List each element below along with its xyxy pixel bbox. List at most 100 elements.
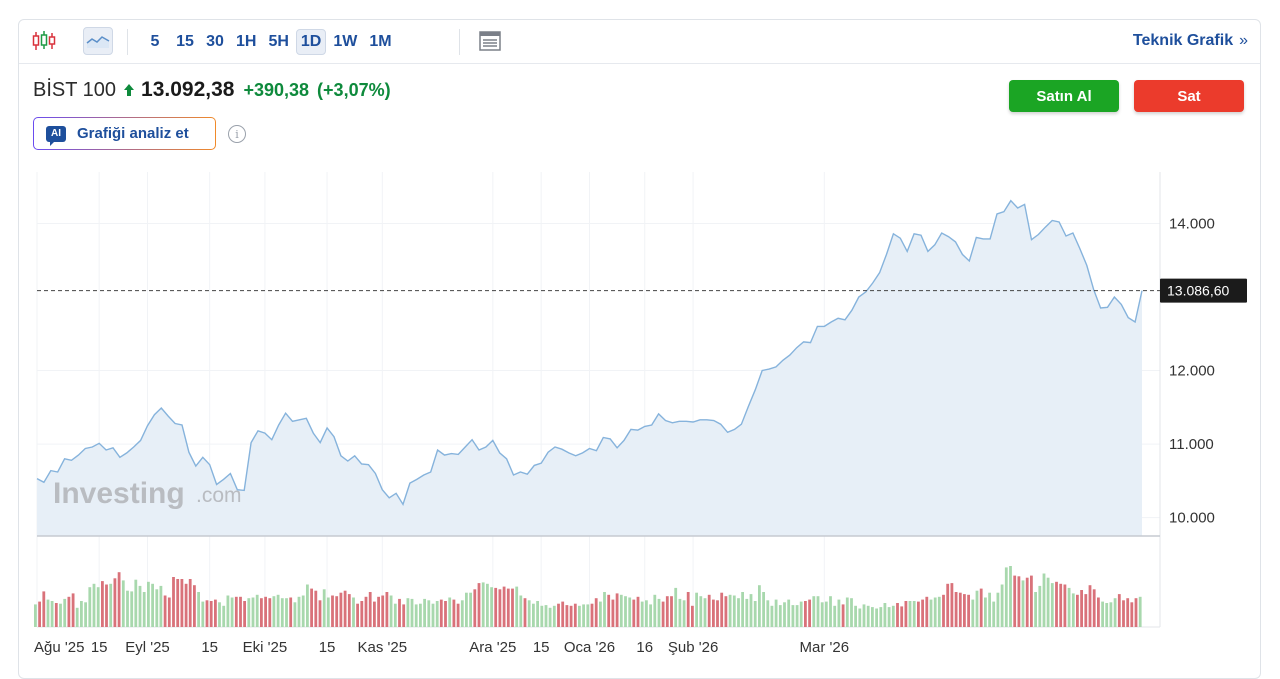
volume-bar <box>875 608 878 627</box>
layout-icon[interactable] <box>475 27 505 55</box>
x-tick-label: 16 <box>636 639 653 656</box>
x-tick-label: Kas '25 <box>358 639 408 656</box>
volume-bar <box>38 601 41 627</box>
volume-bar <box>900 606 904 627</box>
volume-bar <box>172 577 175 627</box>
volume-bar <box>184 583 188 627</box>
volume-bar <box>465 592 468 627</box>
volume-bar <box>498 589 502 627</box>
volume-bar <box>523 598 527 627</box>
volume-bar <box>381 595 385 627</box>
buy-button[interactable]: Satın Al <box>1009 80 1119 112</box>
price-line <box>36 199 1143 507</box>
volume-bar <box>1063 584 1067 627</box>
volume-bar <box>887 607 891 627</box>
interval-1m[interactable]: 1M <box>369 33 392 50</box>
volume-bar <box>724 596 728 627</box>
x-tick-label: Mar '26 <box>800 639 850 656</box>
volume-bar <box>75 607 79 627</box>
volume-bar <box>946 583 950 627</box>
area-chart-icon[interactable] <box>83 27 113 55</box>
volume-bar <box>222 605 226 627</box>
volume-bar <box>1017 576 1021 627</box>
interval-5[interactable]: 5 <box>150 33 160 50</box>
volume-bar <box>833 605 837 627</box>
volume-bar <box>1088 585 1092 627</box>
volume-bar <box>665 596 669 627</box>
volume-bar <box>511 588 514 627</box>
volume-bar <box>364 596 368 627</box>
interval-1h[interactable]: 1H <box>236 33 257 50</box>
candlestick-icon[interactable] <box>29 27 59 55</box>
volume-bar <box>260 598 263 627</box>
volume-bar <box>138 585 142 627</box>
volume-bar <box>1009 566 1012 627</box>
x-tick-label: 15 <box>201 639 218 656</box>
ai-analyze-button[interactable]: AI Grafiği analiz et <box>33 117 216 150</box>
volume-bar <box>599 601 602 627</box>
volume-bar <box>268 598 272 627</box>
volume-bar <box>682 600 686 627</box>
sell-button[interactable]: Sat <box>1134 80 1244 112</box>
volume-bar <box>502 586 506 627</box>
volume-bar <box>548 607 552 627</box>
volume-bar <box>925 596 929 627</box>
interval-15[interactable]: 15 <box>176 33 194 50</box>
volume-bar <box>456 603 460 627</box>
volume-bar <box>912 601 916 627</box>
volume-bar <box>640 601 644 627</box>
volume-bar <box>741 592 744 627</box>
interval-1w[interactable]: 1W <box>333 33 358 50</box>
volume-bar <box>950 583 954 627</box>
volume-bar <box>783 602 786 627</box>
volume-bar <box>347 594 351 627</box>
interval-5h[interactable]: 5H <box>268 33 289 50</box>
y-tick-label: 12.000 <box>1169 363 1215 380</box>
volume-bar <box>1055 581 1058 627</box>
volume-bar <box>209 601 213 627</box>
volume-bar <box>762 592 765 627</box>
volume-bar <box>619 594 623 627</box>
volume-bar <box>607 594 611 627</box>
volume-bar <box>460 600 464 627</box>
volume-bar <box>439 599 443 627</box>
volume-bar <box>628 597 632 627</box>
volume-bar <box>1034 592 1037 627</box>
volume-bar <box>419 603 422 627</box>
volume-bar <box>1013 575 1017 627</box>
volume-bar <box>933 597 937 627</box>
volume-bar <box>565 605 569 627</box>
volume-bar <box>686 592 690 627</box>
volume-bar <box>398 598 401 627</box>
volume-bar <box>402 604 406 627</box>
arrow-up-icon <box>123 83 135 97</box>
volume-bar <box>586 604 590 627</box>
price-chart: Investing .com 10.000 11.000 12.000 14.000 13.… <box>34 172 1247 656</box>
volume-bar <box>850 598 853 627</box>
volume-bar <box>243 601 246 627</box>
volume-bar <box>1113 598 1117 627</box>
interval-1d[interactable]: 1D <box>295 29 327 55</box>
volume-bar <box>1117 594 1121 627</box>
volume-bar <box>297 596 301 627</box>
last-price-label: 13.086,60 <box>1167 283 1229 299</box>
ai-analyze-label: Grafiği analiz et <box>77 125 189 142</box>
interval-30[interactable]: 30 <box>206 33 224 50</box>
volume-bar <box>59 603 62 627</box>
technical-chart-link[interactable]: Teknik Grafik » <box>1133 32 1248 50</box>
volume-bar <box>293 602 297 627</box>
volume-bar <box>339 592 343 627</box>
info-icon[interactable]: i <box>228 125 246 143</box>
volume-bar <box>167 597 171 627</box>
quote-header: BİST 100 13.092,38 +390,38 (+3,07%) <box>33 78 391 102</box>
volume-bar <box>703 598 707 627</box>
instrument-name: BİST 100 <box>33 79 117 101</box>
volume-bar <box>251 597 255 627</box>
volume-bar <box>1059 583 1063 627</box>
volume-bar <box>1097 597 1100 627</box>
volume-bar <box>578 605 581 627</box>
volume-bar <box>552 605 556 627</box>
volume-bar <box>151 583 154 627</box>
volume-bar <box>80 601 83 627</box>
volume-bar <box>624 596 627 627</box>
